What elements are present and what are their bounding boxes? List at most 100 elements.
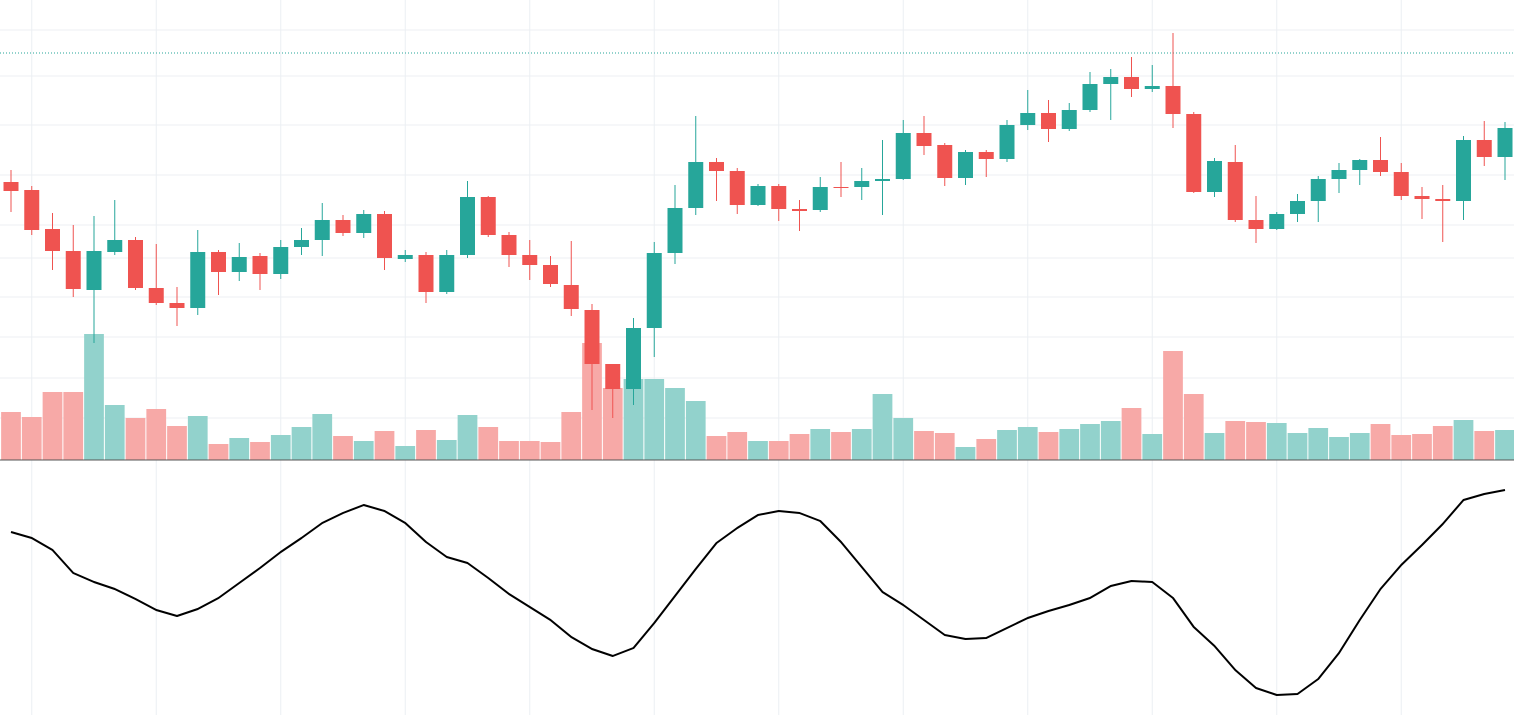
- candle-body: [1414, 196, 1430, 199]
- candle-body: [356, 214, 372, 233]
- candle-body: [439, 255, 455, 292]
- volume-bar: [478, 427, 499, 460]
- candle-body: [916, 133, 932, 146]
- volume-bar: [914, 431, 934, 460]
- volume-bar: [976, 439, 997, 460]
- volume-bar: [167, 426, 187, 460]
- volume-bar: [1246, 422, 1266, 460]
- volume-bar: [187, 416, 208, 460]
- volume-bar: [997, 430, 1017, 460]
- volume-bar: [125, 418, 146, 460]
- candle-body: [3, 182, 19, 191]
- candle-body: [1476, 140, 1492, 157]
- volume-bar: [1287, 433, 1308, 460]
- volume-bar: [1495, 430, 1514, 460]
- volume-bar: [1121, 408, 1142, 460]
- volume-bar: [1474, 431, 1495, 460]
- candle-body: [543, 265, 558, 284]
- volume-bar: [748, 441, 768, 460]
- volume-bar: [665, 388, 685, 460]
- candle-body: [273, 247, 289, 274]
- candle-body: [190, 252, 206, 308]
- candle-body: [584, 310, 600, 364]
- volume-bar: [1183, 394, 1204, 460]
- volume-bar: [1453, 420, 1474, 460]
- volume-bar: [436, 440, 457, 460]
- volume-bar: [84, 334, 104, 460]
- volume-bar: [1142, 434, 1163, 460]
- candle-body: [978, 152, 994, 159]
- volume-bar: [1, 412, 21, 460]
- volume-bar: [291, 427, 312, 460]
- volume-bar: [644, 379, 665, 460]
- volume-bar: [1204, 433, 1225, 460]
- volume-bar: [312, 414, 333, 460]
- volume-bar: [416, 430, 436, 460]
- volume-bar: [1370, 424, 1391, 460]
- candle-body: [833, 187, 849, 188]
- volume-bar: [229, 438, 250, 460]
- volume-bar: [1038, 432, 1059, 460]
- volume-bar: [810, 429, 831, 460]
- candle-body: [335, 220, 351, 233]
- volume-bar: [63, 392, 84, 460]
- volume-bar: [104, 405, 125, 460]
- candle-body: [1310, 179, 1326, 201]
- volume-bar: [727, 432, 748, 460]
- volume-bar: [851, 429, 872, 460]
- candle-body: [605, 364, 621, 389]
- candle-body: [148, 288, 164, 303]
- volume-bar: [602, 388, 623, 460]
- candle-body: [1207, 161, 1222, 192]
- candle-body: [1186, 114, 1202, 192]
- candle-body: [875, 179, 890, 181]
- candle-body: [709, 162, 724, 171]
- candle-body: [1456, 140, 1471, 201]
- candle-body: [1227, 162, 1243, 220]
- candle-body: [1020, 113, 1036, 125]
- volume-bar: [955, 447, 976, 460]
- volume-bar: [1308, 428, 1329, 460]
- volume-bar: [1163, 351, 1183, 460]
- candle-body: [480, 197, 496, 235]
- volume-bar: [208, 444, 229, 460]
- volume-bar: [789, 434, 810, 460]
- volume-bar: [1017, 427, 1038, 460]
- candle-body: [231, 257, 247, 272]
- candle-body: [1144, 86, 1160, 89]
- candle-body: [626, 328, 641, 389]
- volume-bar: [519, 441, 540, 460]
- volume-bar: [893, 418, 914, 460]
- candle-body: [937, 145, 953, 178]
- candle-body: [1393, 172, 1409, 196]
- volume-bar: [934, 433, 955, 460]
- candle-body: [45, 229, 60, 251]
- candle-body: [1082, 84, 1098, 110]
- volume-bar: [42, 392, 63, 460]
- candle-body: [792, 209, 807, 211]
- candle-body: [128, 240, 143, 288]
- volume-bar: [250, 442, 270, 460]
- volume-bar: [768, 441, 789, 460]
- oscillator-line: [10, 489, 1506, 696]
- candle-body: [1497, 128, 1513, 157]
- candle-body: [1269, 214, 1285, 229]
- candle-body: [646, 253, 662, 328]
- candle-body: [86, 251, 102, 290]
- volume-bar: [561, 412, 582, 460]
- volume-bar: [685, 401, 706, 460]
- volume-bar: [1329, 437, 1349, 460]
- volume-bar: [623, 379, 644, 460]
- candle-body: [958, 152, 973, 178]
- volume-bar: [1432, 426, 1453, 460]
- volume-bar: [1266, 423, 1287, 460]
- candle-body: [1103, 77, 1119, 84]
- volume-bar: [21, 417, 42, 460]
- volume-bar: [1225, 421, 1246, 460]
- candle-body: [750, 186, 766, 205]
- candle-body: [1435, 199, 1451, 201]
- volume-bar: [499, 441, 519, 460]
- candle-body: [1165, 86, 1181, 114]
